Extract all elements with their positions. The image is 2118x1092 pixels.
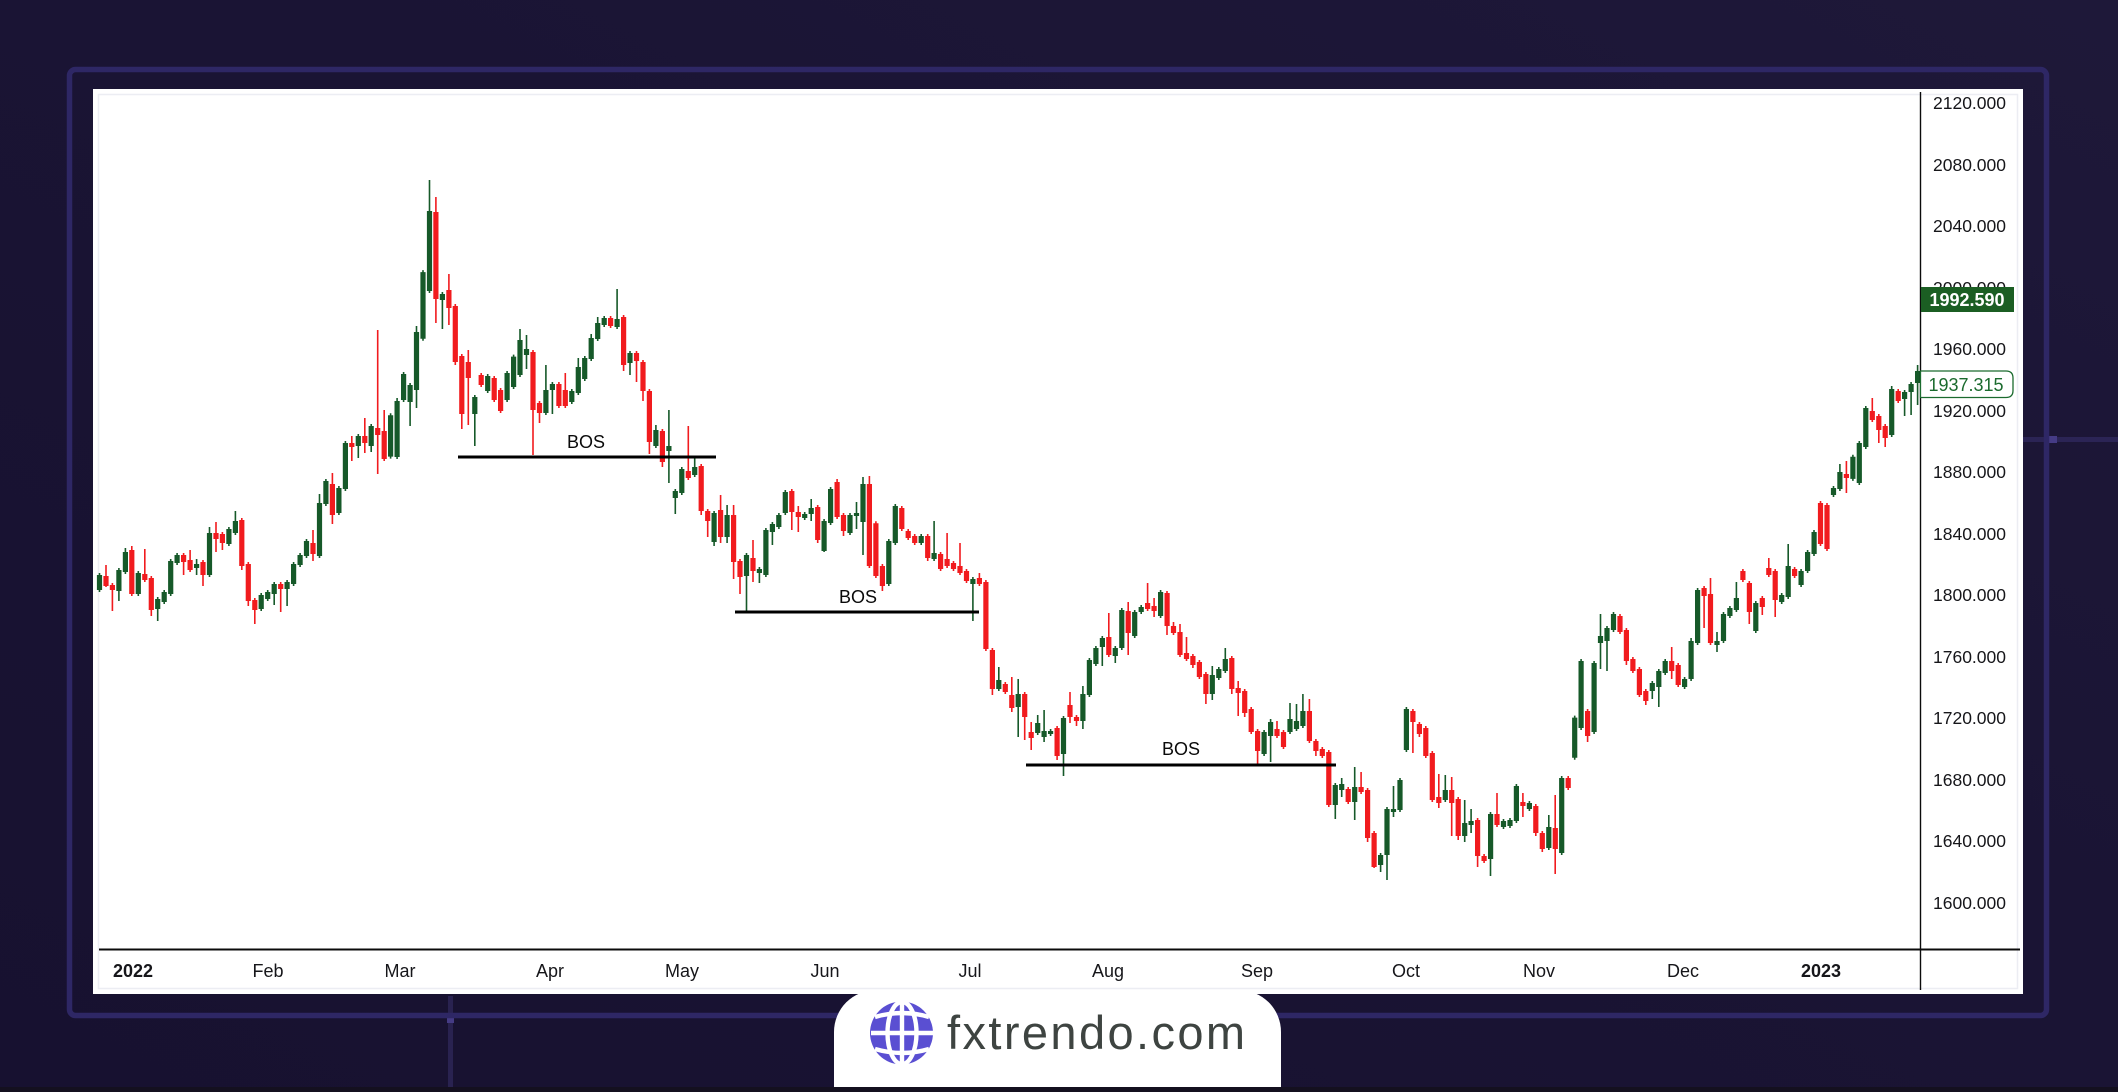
svg-text:Apr: Apr <box>536 961 564 981</box>
svg-text:BOS: BOS <box>1162 739 1200 759</box>
svg-text:Feb: Feb <box>252 961 283 981</box>
svg-text:1880.000: 1880.000 <box>1933 462 2006 482</box>
svg-text:BOS: BOS <box>567 432 605 452</box>
svg-text:Nov: Nov <box>1523 961 1555 981</box>
svg-text:Dec: Dec <box>1667 961 1699 981</box>
svg-text:fxtrendo.com: fxtrendo.com <box>947 1006 1247 1059</box>
svg-text:2022: 2022 <box>113 961 153 981</box>
svg-text:1720.000: 1720.000 <box>1933 708 2006 728</box>
svg-text:1840.000: 1840.000 <box>1933 524 2006 544</box>
svg-text:1640.000: 1640.000 <box>1933 831 2006 851</box>
svg-text:May: May <box>665 961 699 981</box>
svg-text:1992.590: 1992.590 <box>1929 290 2004 310</box>
svg-text:Oct: Oct <box>1392 961 1420 981</box>
svg-text:Sep: Sep <box>1241 961 1273 981</box>
svg-text:1680.000: 1680.000 <box>1933 770 2006 790</box>
svg-text:Aug: Aug <box>1092 961 1124 981</box>
svg-text:Jun: Jun <box>810 961 839 981</box>
svg-text:1920.000: 1920.000 <box>1933 401 2006 421</box>
svg-text:BOS: BOS <box>839 587 877 607</box>
svg-text:1600.000: 1600.000 <box>1933 893 2006 913</box>
svg-text:2120.000: 2120.000 <box>1933 93 2006 113</box>
svg-text:1760.000: 1760.000 <box>1933 647 2006 667</box>
svg-text:1800.000: 1800.000 <box>1933 585 2006 605</box>
svg-text:1937.315: 1937.315 <box>1928 375 2003 395</box>
svg-text:Mar: Mar <box>385 961 416 981</box>
svg-text:2080.000: 2080.000 <box>1933 155 2006 175</box>
svg-text:Jul: Jul <box>958 961 981 981</box>
svg-text:1960.000: 1960.000 <box>1933 339 2006 359</box>
svg-text:2040.000: 2040.000 <box>1933 216 2006 236</box>
svg-text:2023: 2023 <box>1801 961 1841 981</box>
